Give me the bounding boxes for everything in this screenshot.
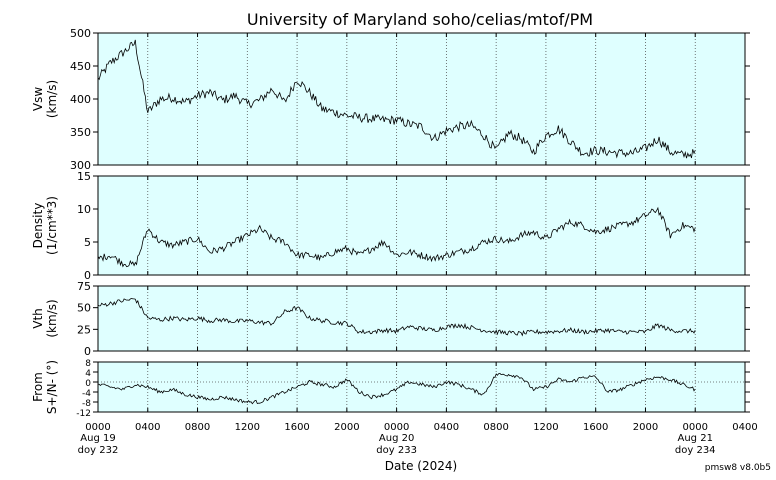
chart-title: University of Maryland soho/celias/mtof/…	[247, 10, 593, 29]
x-tick-label: 1200	[533, 422, 558, 433]
y-tick-label: 350	[70, 126, 91, 139]
y-tick-label: 5	[84, 236, 91, 249]
x-tick-label: 0400	[732, 422, 757, 433]
y-axis-label: Vsw	[31, 87, 45, 111]
y-axis-label: (1/cm**3)	[45, 196, 59, 255]
panel-background	[97, 32, 746, 166]
panel-vth: 0 25 50 75 Vth (km/s)	[31, 280, 750, 358]
y-tick-label: 15	[77, 170, 91, 183]
y-tick-label: 400	[70, 93, 91, 106]
series-line-from	[97, 372, 696, 405]
x-tick-label: 0800	[483, 422, 508, 433]
panel-vsw: 300 350 400 450 500 Vsw (km/s)	[31, 27, 750, 172]
series-line-vsw	[97, 39, 696, 159]
y-tick-label: 0	[84, 269, 91, 282]
series-line-density	[97, 206, 696, 268]
x-tick-label: 1200	[235, 422, 260, 433]
y-tick-label: -4	[82, 389, 91, 399]
y-tick-label: 4	[85, 369, 91, 379]
x-axis-label: Date (2024)	[385, 459, 457, 473]
y-axis-label: From	[31, 372, 45, 402]
x-tick-label: 0800	[185, 422, 210, 433]
y-tick-label: 0	[85, 379, 91, 389]
y-axis-label: (km/s)	[45, 80, 59, 118]
y-tick-label: -8	[82, 399, 91, 409]
y-tick-label: 0	[84, 345, 91, 358]
y-axis-label: (km/s)	[45, 299, 59, 337]
panel-background	[97, 285, 746, 352]
panel-background	[97, 175, 746, 276]
series-line-vth	[97, 297, 696, 337]
panel-background	[97, 361, 746, 413]
x-tick-label: 2000	[633, 422, 658, 433]
x-doy-label: doy 234	[675, 445, 716, 456]
x-tick-label: 0400	[135, 422, 160, 433]
y-tick-label: 450	[70, 60, 91, 73]
x-tick-label: 1600	[583, 422, 608, 433]
panel-density: 0 5 10 15 Density (1/cm**3)	[31, 170, 750, 282]
y-tick-label: 75	[77, 280, 91, 293]
y-axis-label: S+/N- (°)	[45, 360, 59, 414]
x-tick-label: 0000	[683, 422, 708, 433]
y-tick-label: 50	[77, 302, 91, 315]
x-tick-label: 0000	[384, 422, 409, 433]
x-tick-label: 0400	[434, 422, 459, 433]
x-tick-label: 0000	[85, 422, 110, 433]
x-date-label: Aug 21	[678, 433, 713, 444]
x-doy-label: doy 232	[78, 445, 119, 456]
y-tick-label: 300	[70, 159, 91, 172]
y-tick-label: 25	[77, 323, 91, 336]
x-axis: 0000 0400 0800 1200 1600 2000 0000 0400 0800 1200…	[78, 422, 758, 456]
y-tick-label: 8	[85, 359, 91, 369]
version-label: pmsw8 v8.0b5	[705, 463, 771, 473]
x-tick-label: 1600	[284, 422, 309, 433]
x-date-label: Aug 20	[379, 433, 414, 444]
x-tick-label: 2000	[334, 422, 359, 433]
x-doy-label: doy 233	[376, 445, 417, 456]
x-date-label: Aug 19	[80, 433, 115, 444]
y-axis-label: Vth	[31, 308, 45, 329]
y-tick-label: 500	[70, 27, 91, 40]
y-tick-label: 10	[77, 203, 91, 216]
y-tick-label: -12	[76, 409, 91, 419]
y-axis-label: Density	[31, 203, 45, 249]
